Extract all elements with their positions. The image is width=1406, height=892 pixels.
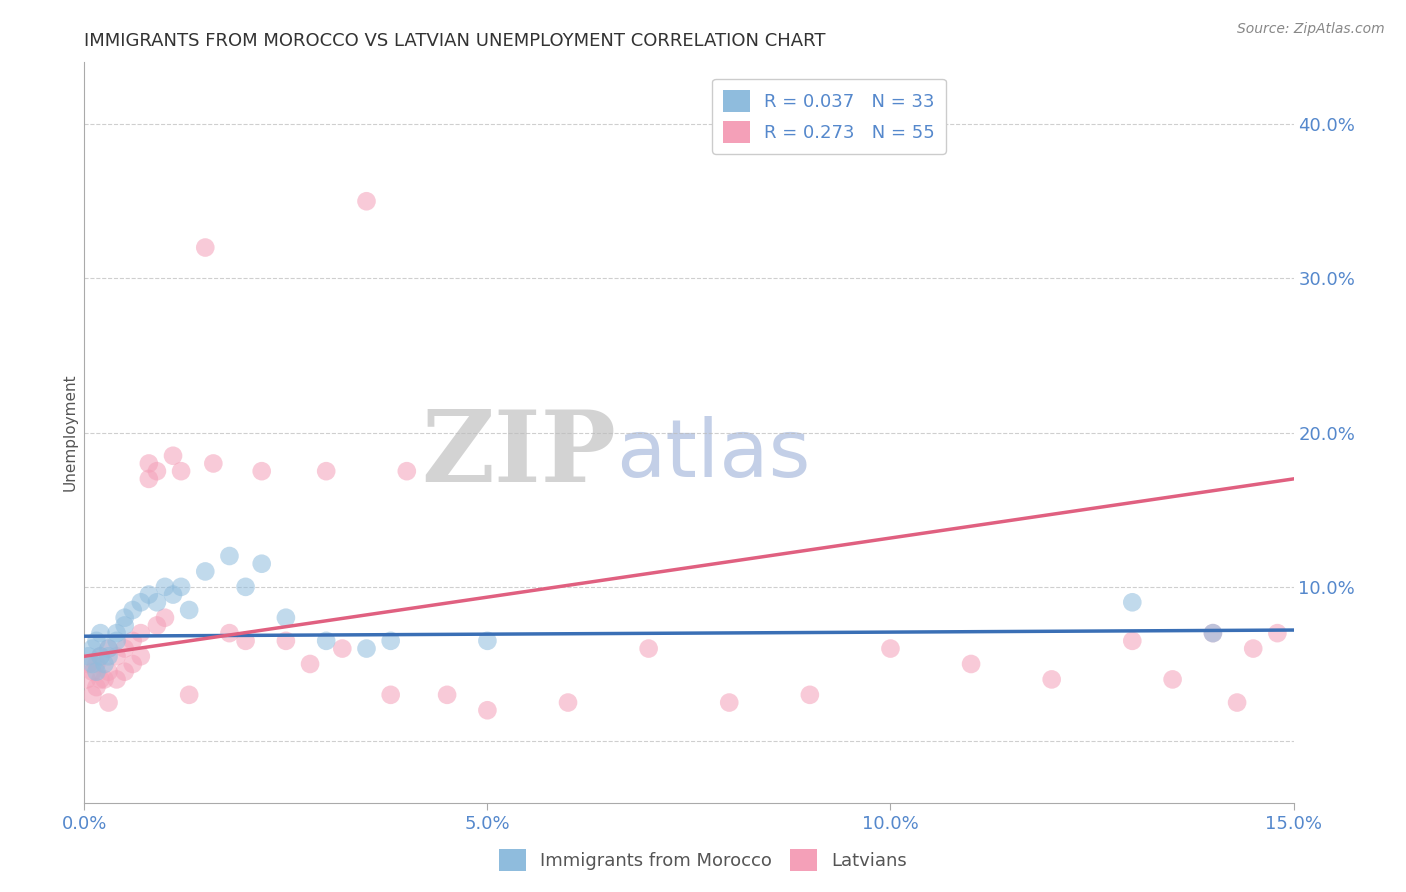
Legend: R = 0.037   N = 33, R = 0.273   N = 55: R = 0.037 N = 33, R = 0.273 N = 55 xyxy=(711,78,946,153)
Point xyxy=(1267,626,1289,640)
Point xyxy=(330,641,353,656)
Point xyxy=(89,649,111,664)
Point xyxy=(1202,626,1225,640)
Point xyxy=(89,626,111,640)
Point xyxy=(395,464,418,478)
Point xyxy=(138,457,160,471)
Point xyxy=(170,464,193,478)
Point xyxy=(105,649,128,664)
Text: Source: ZipAtlas.com: Source: ZipAtlas.com xyxy=(1237,22,1385,37)
Point xyxy=(89,649,111,664)
Point xyxy=(82,688,104,702)
Point xyxy=(89,673,111,687)
Point xyxy=(97,649,120,664)
Point xyxy=(194,565,217,579)
Point xyxy=(114,665,136,679)
Point xyxy=(179,603,201,617)
Point xyxy=(138,588,160,602)
Text: ZIP: ZIP xyxy=(422,407,616,503)
Point xyxy=(121,603,143,617)
Point xyxy=(97,696,120,710)
Point xyxy=(235,633,257,648)
Point xyxy=(1161,673,1184,687)
Point xyxy=(97,641,120,656)
Point xyxy=(315,633,337,648)
Point xyxy=(477,703,499,717)
Legend: Immigrants from Morocco, Latvians: Immigrants from Morocco, Latvians xyxy=(492,842,914,879)
Point xyxy=(153,610,176,624)
Point xyxy=(218,549,240,563)
Point xyxy=(218,626,240,640)
Point xyxy=(1121,633,1143,648)
Point xyxy=(235,580,257,594)
Point xyxy=(1241,641,1264,656)
Point xyxy=(76,673,98,687)
Point xyxy=(799,688,821,702)
Point xyxy=(274,633,297,648)
Point xyxy=(274,610,297,624)
Point xyxy=(718,696,741,710)
Point xyxy=(315,464,337,478)
Point xyxy=(77,657,100,671)
Point xyxy=(146,618,169,632)
Point xyxy=(105,626,128,640)
Point xyxy=(82,641,104,656)
Point xyxy=(380,633,402,648)
Point xyxy=(170,580,193,594)
Point xyxy=(1040,673,1063,687)
Point xyxy=(105,633,128,648)
Point xyxy=(129,626,152,640)
Point xyxy=(97,665,120,679)
Point xyxy=(93,657,115,671)
Point xyxy=(162,449,184,463)
Point xyxy=(162,588,184,602)
Point xyxy=(1202,626,1225,640)
Text: atlas: atlas xyxy=(616,416,811,494)
Point xyxy=(380,688,402,702)
Point xyxy=(114,610,136,624)
Point xyxy=(86,657,108,671)
Point xyxy=(86,680,108,694)
Point xyxy=(202,457,225,471)
Point xyxy=(77,649,100,664)
Point xyxy=(93,673,115,687)
Point xyxy=(146,595,169,609)
Point xyxy=(299,657,322,671)
Point xyxy=(114,618,136,632)
Point xyxy=(960,657,983,671)
Point xyxy=(1226,696,1249,710)
Point xyxy=(557,696,579,710)
Point xyxy=(86,633,108,648)
Point xyxy=(356,641,378,656)
Point xyxy=(86,665,108,679)
Point xyxy=(138,472,160,486)
Point xyxy=(1121,595,1143,609)
Point xyxy=(637,641,659,656)
Point xyxy=(153,580,176,594)
Point xyxy=(121,657,143,671)
Point xyxy=(114,641,136,656)
Point xyxy=(250,557,273,571)
Point xyxy=(436,688,458,702)
Point xyxy=(879,641,901,656)
Point xyxy=(194,240,217,255)
Point xyxy=(146,464,169,478)
Point xyxy=(129,649,152,664)
Point xyxy=(105,673,128,687)
Point xyxy=(82,657,104,671)
Point xyxy=(97,641,120,656)
Text: IMMIGRANTS FROM MOROCCO VS LATVIAN UNEMPLOYMENT CORRELATION CHART: IMMIGRANTS FROM MOROCCO VS LATVIAN UNEMP… xyxy=(84,32,825,50)
Point xyxy=(121,633,143,648)
Point xyxy=(477,633,499,648)
Point xyxy=(356,194,378,209)
Point xyxy=(179,688,201,702)
Point xyxy=(250,464,273,478)
Y-axis label: Unemployment: Unemployment xyxy=(62,374,77,491)
Point xyxy=(82,665,104,679)
Point xyxy=(129,595,152,609)
